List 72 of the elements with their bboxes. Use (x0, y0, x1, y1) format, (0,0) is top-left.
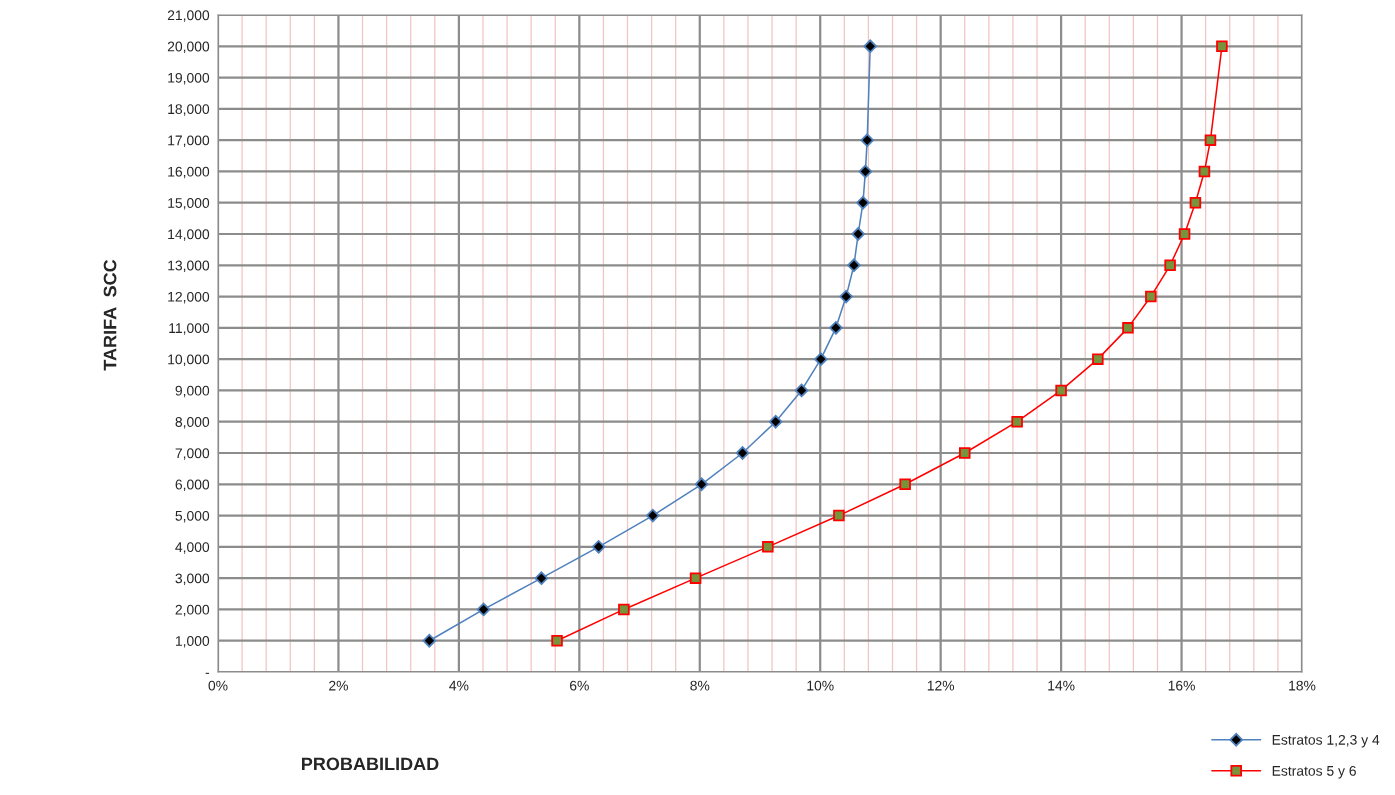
point (1198, 165, 1211, 178)
y-tick-label: 20,000 (167, 41, 210, 54)
point (1011, 415, 1023, 428)
y-tick-label: 2,000 (175, 604, 210, 617)
point (839, 289, 853, 304)
y-tick-label: - (205, 672, 210, 674)
y-tick-label: 12,000 (168, 291, 210, 304)
point (847, 258, 861, 273)
y-tick-label: 3,000 (175, 573, 210, 585)
point (1055, 384, 1067, 397)
x-tick-label: 18% (1289, 680, 1316, 691)
y-tick-label: 13,000 (168, 260, 210, 273)
y-tick-label: 15,000 (168, 198, 210, 210)
x-axis-title: PROBABILIDAD (302, 757, 439, 771)
point (551, 634, 563, 647)
point (694, 477, 709, 492)
x-tick-label: 10% (807, 680, 834, 691)
point (858, 164, 873, 179)
point (646, 508, 660, 523)
point (1164, 259, 1176, 272)
point (735, 446, 750, 460)
point (618, 603, 630, 616)
x-tick-label: 12% (927, 680, 955, 691)
point (768, 414, 783, 429)
x-tick-label: 4% (449, 680, 469, 691)
y-tick-label: 6,000 (175, 479, 210, 492)
y-tick-label: 10,000 (168, 354, 210, 366)
point (1122, 322, 1134, 334)
y-tick-label: 11,000 (169, 323, 210, 335)
y-tick-label: 1,000 (175, 636, 210, 648)
point (762, 541, 774, 553)
point (863, 39, 878, 54)
point (1145, 290, 1157, 303)
y-axis-title: TARIFA SCC (103, 259, 117, 371)
x-tick-label: 6% (570, 680, 589, 691)
y-tick-label: 7,000 (175, 448, 210, 460)
point (794, 383, 809, 398)
y-tick-label: 18,000 (168, 104, 210, 116)
point (1216, 40, 1228, 53)
x-tick-label: 2% (329, 680, 348, 691)
y-tick-label: 14,000 (168, 229, 210, 241)
x-tick-label: 16% (1168, 680, 1195, 691)
point (851, 227, 865, 241)
y-tick-label: 19,000 (168, 72, 210, 85)
x-tick-label: 0% (208, 680, 228, 691)
point (1178, 228, 1191, 240)
point (829, 321, 843, 335)
y-tick-label: 16,000 (168, 166, 210, 179)
y-tick-label: 9,000 (175, 385, 210, 398)
legend-label: Estratos 5 y 6 (1272, 765, 1356, 779)
point (591, 540, 606, 554)
x-tick-label: 14% (1048, 680, 1075, 691)
point (1189, 196, 1202, 209)
point (689, 572, 702, 584)
point (899, 478, 911, 491)
y-tick-label: 5,000 (175, 510, 210, 523)
point (1204, 134, 1217, 146)
point (476, 602, 491, 617)
point (833, 509, 845, 522)
legend-label: Estratos 1,2,3 y 4 (1272, 734, 1380, 748)
point (422, 633, 437, 648)
point (958, 447, 971, 459)
point (814, 352, 828, 366)
y-tick-label: 17,000 (168, 135, 210, 147)
y-tick-label: 8,000 (175, 417, 210, 429)
y-tick-label: 21,000 (167, 10, 210, 22)
x-tick-label: 8% (690, 680, 710, 691)
point (1092, 353, 1104, 365)
point (856, 195, 870, 210)
point (860, 133, 874, 147)
point (534, 571, 549, 585)
y-tick-label: 4,000 (175, 542, 210, 554)
